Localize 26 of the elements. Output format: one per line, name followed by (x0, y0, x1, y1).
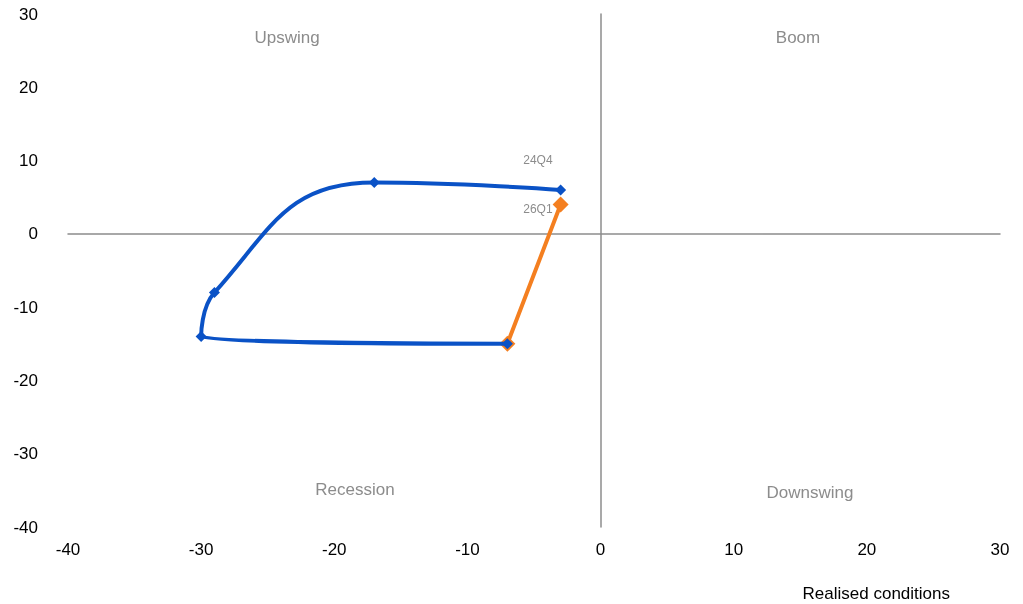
y-tick-label: 20 (19, 77, 38, 97)
annotation: Boom (775, 27, 821, 47)
x-tick-label: -20 (322, 540, 347, 559)
annotation: 24Q4 (523, 152, 553, 167)
y-tick-label: 0 (28, 224, 38, 244)
point (208, 286, 220, 298)
x-tick-label: -10 (455, 540, 480, 559)
y-tick-label: -20 (13, 370, 38, 390)
point (552, 196, 569, 213)
annotation: Downswing (766, 482, 854, 502)
annotation: Upswing (254, 27, 320, 47)
annotation: Recession (315, 479, 395, 499)
x-tick-label: 10 (724, 540, 744, 559)
x-tick-label: -30 (188, 540, 214, 559)
y-tick-label: 10 (19, 151, 38, 171)
y-tick-label: -40 (13, 517, 38, 537)
x-axis-title: Realised conditions (802, 583, 950, 603)
y-tick-label: -10 (13, 297, 38, 317)
x-tick-label: 20 (857, 540, 877, 559)
annotation: 26Q1 (523, 201, 553, 216)
x-tick-label: 0 (595, 540, 606, 559)
y-tick-label: -30 (13, 444, 38, 464)
x-tick-label: 30 (990, 540, 1010, 559)
x-tick-label: -40 (55, 540, 81, 559)
y-tick-label: 30 (19, 4, 38, 24)
point (555, 184, 567, 196)
